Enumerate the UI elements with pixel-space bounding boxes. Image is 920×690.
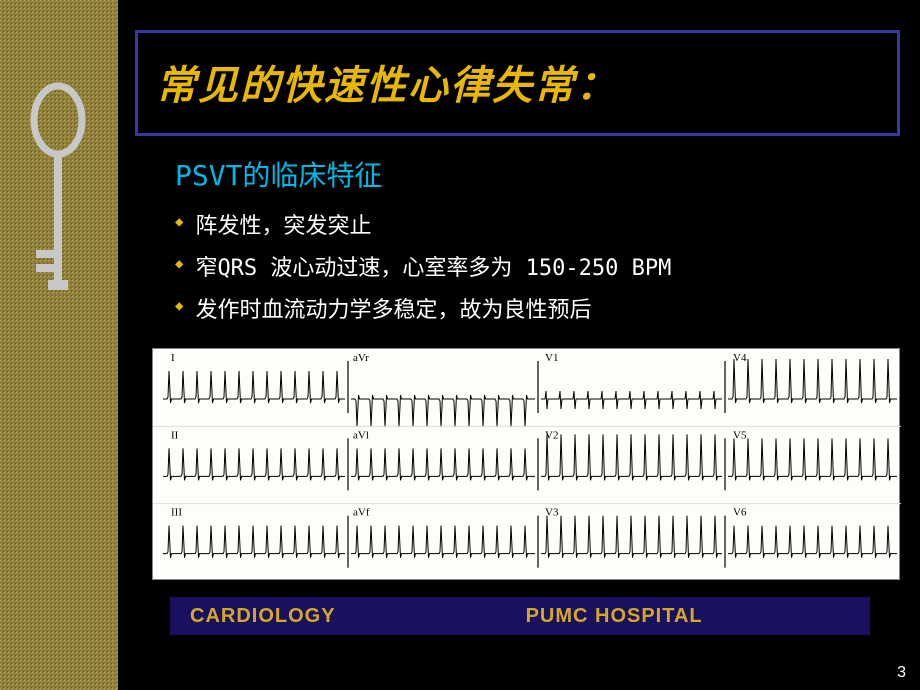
diamond-icon: ◆ (175, 214, 183, 230)
ecg-chart: IaVrV1V4IIaVlV2V5IIIaVfV3V6 (152, 348, 900, 580)
svg-text:aVf: aVf (353, 507, 370, 519)
main-content: 常见的快速性心律失常： PSVT的临床特征 ◆ 阵发性，突发突止 ◆ 窄QRS … (135, 30, 900, 334)
svg-text:aVr: aVr (353, 352, 369, 364)
bullet-text: 阵发性，突发突止 (195, 208, 371, 240)
bullet-item: ◆ 窄QRS 波心动过速，心室率多为 150-250 BPM (175, 250, 900, 282)
svg-text:III: III (171, 507, 182, 519)
slide-title: 常见的快速性心律失常： (156, 53, 879, 111)
subtitle: PSVT的临床特征 (175, 154, 900, 194)
page-number: 3 (897, 664, 906, 682)
footer-left: CARDIOLOGY (190, 605, 336, 628)
sidebar-texture (0, 0, 118, 690)
bullet-item: ◆ 发作时血流动力学多稳定，故为良性预后 (175, 292, 900, 324)
footer-right: PUMC HOSPITAL (526, 605, 703, 628)
svg-text:I: I (171, 352, 175, 364)
svg-text:aVl: aVl (353, 429, 369, 441)
svg-text:II: II (171, 429, 179, 441)
svg-text:V6: V6 (733, 507, 747, 519)
bullet-text: 窄QRS 波心动过速，心室率多为 150-250 BPM (195, 250, 671, 282)
ecg-traces: IaVrV1V4IIaVlV2V5IIIaVfV3V6 (153, 349, 901, 581)
bullet-list: ◆ 阵发性，突发突止 ◆ 窄QRS 波心动过速，心室率多为 150-250 BP… (175, 208, 900, 324)
svg-text:V4: V4 (733, 352, 747, 364)
key-icon (28, 80, 88, 320)
diamond-icon: ◆ (175, 256, 183, 272)
bullet-item: ◆ 阵发性，突发突止 (175, 208, 900, 240)
bullet-text: 发作时血流动力学多稳定，故为良性预后 (195, 292, 591, 324)
diamond-icon: ◆ (175, 298, 183, 314)
svg-text:V5: V5 (733, 429, 747, 441)
footer-bar: CARDIOLOGY PUMC HOSPITAL (170, 597, 870, 635)
svg-text:V1: V1 (545, 352, 558, 364)
title-box: 常见的快速性心律失常： (135, 30, 900, 136)
